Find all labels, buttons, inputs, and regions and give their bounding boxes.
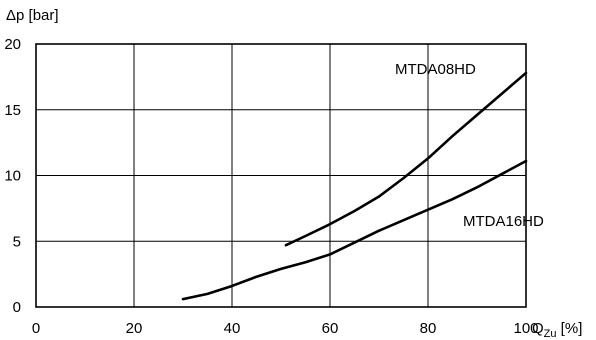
x-tick-labels: 0 20 40 60 80 100 [32,320,539,337]
x-axis-title: QZu [%] [532,320,582,340]
x-axis-title-main: Q [532,320,544,337]
y-tick-labels: 0 5 10 15 20 [4,36,21,316]
grid-layer [36,44,526,307]
series-layer [181,71,528,301]
x-tick-label-1: 20 [126,320,143,337]
y-tick-label-1: 5 [13,233,21,250]
x-tick-label-5: 100 [513,320,538,337]
x-tick-label-2: 40 [224,320,241,337]
x-axis-title-subscript: Zu [544,328,557,340]
x-tick-label-4: 80 [420,320,437,337]
y-tick-label-3: 15 [4,102,21,119]
x-axis-title-unit: [%] [557,320,583,337]
plot-area-group [35,43,528,308]
series-label-mtda16hd: MTDA16HD [463,213,544,230]
series-line-mtda16hd [181,159,528,301]
y-tick-label-4: 20 [4,36,21,53]
y-tick-label-2: 10 [4,168,21,185]
series-label-mtda08hd: MTDA08HD [395,61,476,78]
y-axis-title: Δp [bar] [6,7,59,24]
y-tick-label-0: 0 [13,299,21,316]
x-tick-label-3: 60 [322,320,339,337]
series-labels: MTDA08HD MTDA16HD [395,61,544,230]
x-tick-label-0: 0 [32,320,40,337]
series-line-mtda08hd [284,71,528,247]
